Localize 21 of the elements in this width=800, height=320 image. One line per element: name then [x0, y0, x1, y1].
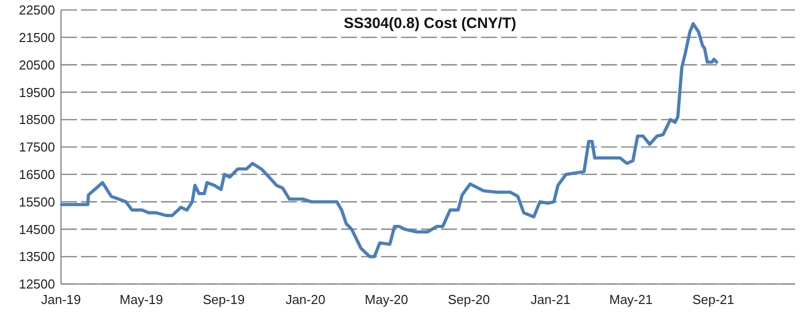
x-tick-label: May-19: [120, 292, 164, 307]
x-tick-label: Sep-21: [692, 292, 734, 307]
x-tick-label: May-20: [364, 292, 408, 307]
y-tick-label: 13500: [18, 249, 55, 264]
y-tick-label: 17500: [18, 140, 55, 155]
chart-title: SS304(0.8) Cost (CNY/T): [344, 15, 516, 32]
y-tick-label: 15500: [18, 194, 55, 210]
x-tick-label: Jan-19: [41, 292, 81, 307]
x-tick-label: Sep-20: [448, 292, 490, 307]
y-tick-label: 22500: [18, 2, 55, 18]
y-tick-label: 18500: [18, 112, 55, 128]
x-tick-label: May-21: [609, 292, 653, 307]
y-tick-label: 20500: [18, 57, 55, 72]
y-tick-label: 21500: [18, 30, 55, 45]
y-tick-label: 14500: [18, 222, 55, 237]
y-tick-label: 16500: [18, 166, 55, 182]
y-tick-label: 12500: [18, 276, 55, 292]
x-tick-label: Sep-19: [202, 292, 245, 307]
y-tick-label: 19500: [18, 84, 55, 100]
x-tick-label: Jan-20: [286, 292, 326, 307]
x-tick-label: Jan-21: [530, 292, 570, 307]
